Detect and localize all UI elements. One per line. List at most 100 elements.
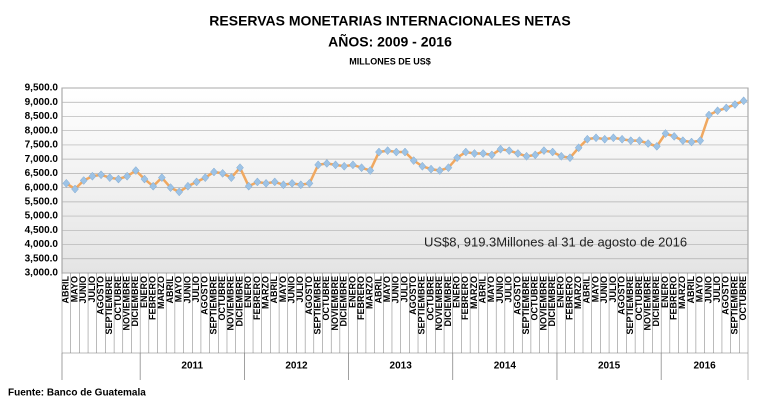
x-tick-label: ABRIL — [686, 276, 696, 304]
x-tick-label: NOVIEMBRE — [538, 276, 548, 331]
x-tick-label: ABRIL — [582, 276, 592, 304]
data-marker — [566, 153, 574, 163]
data-marker — [713, 106, 722, 116]
x-tick-label: JULIO — [712, 276, 722, 303]
data-marker — [383, 146, 392, 155]
x-tick-label: OCTUBRE — [738, 276, 748, 321]
data-marker — [323, 159, 331, 168]
x-tick-label: JUNIO — [286, 276, 296, 304]
year-label: 2011 — [181, 361, 203, 372]
y-tick-label: 5,000.0 — [25, 211, 59, 222]
x-tick-label: MARZO — [156, 276, 166, 309]
x-tick-label: ABRIL — [61, 276, 71, 304]
data-marker — [635, 136, 644, 146]
data-marker — [739, 96, 748, 106]
data-marker — [357, 163, 366, 173]
data-marker — [184, 181, 192, 191]
x-tick-label: ENERO — [243, 276, 253, 308]
data-marker — [262, 178, 270, 188]
y-tick-label: 7,000.0 — [25, 154, 59, 165]
y-tick-label: 5,500.0 — [25, 196, 59, 207]
year-label: 2016 — [693, 361, 716, 372]
data-marker — [626, 136, 635, 146]
data-marker — [218, 169, 227, 178]
data-marker — [540, 146, 548, 155]
y-tick-label: 9,000.0 — [25, 97, 59, 108]
data-marker — [340, 161, 349, 171]
x-tick-label: FEBRERO — [564, 276, 574, 320]
data-marker — [731, 100, 739, 109]
x-tick-label: DICIEMBRE — [130, 276, 140, 327]
x-tick-label: SEPTIEMBRE — [625, 276, 635, 335]
data-marker — [314, 160, 322, 170]
x-tick-label: NOVIEMBRE — [434, 276, 444, 331]
x-tick-label: MAYO — [174, 276, 184, 302]
x-tick-label: FEBRERO — [460, 276, 470, 320]
x-tick-label: DICIEMBRE — [443, 276, 453, 327]
data-marker — [592, 133, 600, 143]
data-marker — [288, 178, 296, 188]
y-tick-label: 4,500.0 — [25, 225, 59, 236]
x-tick-label: MAYO — [69, 276, 79, 302]
data-marker — [496, 144, 505, 154]
chart-title: RESERVAS MONETARIAS INTERNACIONALES NETA… — [209, 13, 570, 29]
y-tick-label: 6,000.0 — [25, 182, 59, 193]
data-marker — [201, 173, 210, 183]
data-marker — [479, 149, 487, 158]
data-marker — [166, 183, 175, 192]
data-marker — [557, 151, 566, 161]
data-marker — [696, 136, 705, 146]
data-marker — [296, 180, 305, 190]
data-marker — [461, 147, 470, 157]
x-tick-label: AGOSTO — [721, 276, 731, 315]
data-marker — [270, 177, 279, 187]
data-marker — [123, 171, 131, 181]
x-tick-label: AGOSTO — [616, 276, 626, 315]
x-tick-label: JUNIO — [495, 276, 505, 304]
x-tick-label: SEPTIEMBRE — [417, 276, 427, 335]
data-marker — [687, 137, 696, 147]
data-marker — [435, 166, 444, 175]
x-tick-label: AGOSTO — [95, 276, 105, 315]
x-tick-label: AGOSTO — [512, 276, 522, 315]
y-tick-label: 7,500.0 — [25, 140, 59, 151]
x-tick-label: ABRIL — [478, 276, 488, 304]
x-tick-label: SEPTIEMBRE — [104, 276, 114, 335]
x-tick-label: JULIO — [87, 276, 97, 303]
x-tick-label: JUNIO — [391, 276, 401, 304]
data-marker — [140, 174, 149, 184]
data-marker — [149, 181, 158, 191]
data-marker — [600, 134, 609, 144]
y-tick-label: 3,500.0 — [25, 253, 59, 264]
data-marker — [409, 156, 418, 165]
x-tick-label: NOVIEMBRE — [643, 276, 653, 331]
data-marker — [175, 187, 184, 197]
x-tick-label: ENERO — [347, 276, 357, 308]
data-marker — [705, 110, 713, 120]
x-tick-label: MAYO — [590, 276, 600, 302]
data-marker — [192, 177, 201, 187]
x-tick-label: FEBRERO — [669, 276, 679, 320]
data-marker — [131, 166, 140, 175]
x-tick-label: MAYO — [695, 276, 705, 302]
data-marker — [470, 149, 479, 158]
year-label: 2015 — [598, 361, 621, 372]
x-tick-label: FEBRERO — [252, 276, 262, 320]
y-tick-label: 8,000.0 — [25, 125, 59, 136]
data-marker — [97, 170, 105, 180]
x-tick-label: MARZO — [260, 276, 270, 309]
y-tick-label: 4,000.0 — [25, 239, 59, 250]
data-marker — [679, 136, 687, 146]
x-tick-label: JULIO — [295, 276, 305, 303]
data-marker — [427, 164, 435, 174]
x-tick-label: JUNIO — [703, 276, 713, 304]
x-tick-label: MARZO — [573, 276, 583, 309]
x-tick-label: AGOSTO — [200, 276, 210, 315]
data-marker — [652, 141, 661, 151]
data-marker — [505, 146, 514, 155]
x-tick-label: MARZO — [469, 276, 479, 309]
x-tick-label: JUNIO — [599, 276, 609, 304]
x-tick-label: NOVIEMBRE — [330, 276, 340, 331]
x-tick-label: JULIO — [608, 276, 618, 303]
